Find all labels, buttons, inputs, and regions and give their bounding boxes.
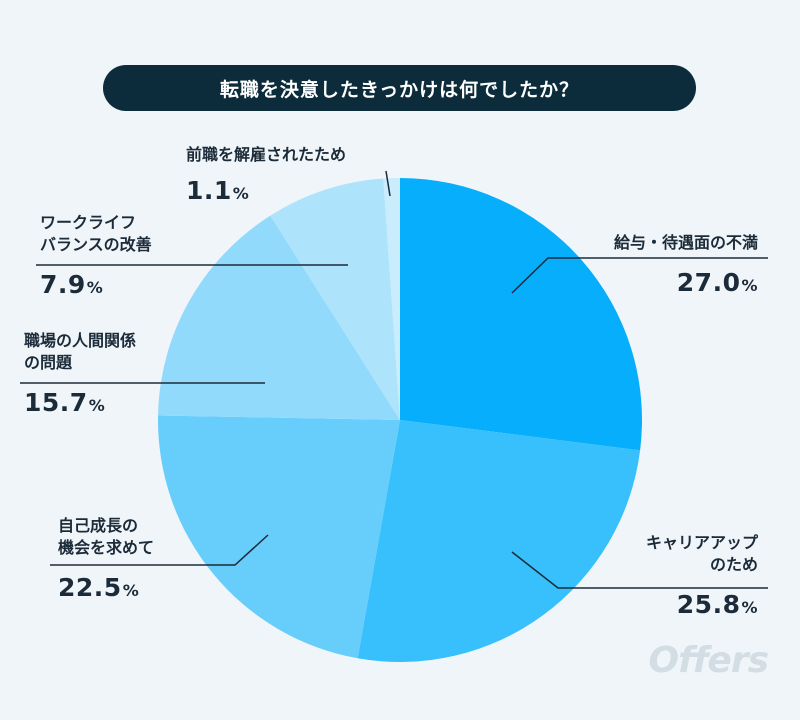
slice-5-value: 1.1% bbox=[186, 176, 250, 205]
pie-slice-4 bbox=[270, 178, 400, 420]
slice-2-category-line1: 自己成長の bbox=[58, 516, 139, 535]
slice-4-category-line1: ワークライフ bbox=[40, 213, 137, 232]
slice-label-1: キャリアアップ のため 25.8% bbox=[646, 532, 758, 623]
slice-0-value: 27.0% bbox=[676, 268, 758, 297]
pie-slice-1 bbox=[357, 420, 641, 662]
slice-3-value: 15.7% bbox=[24, 388, 106, 417]
slice-label-2: 自己成長の 機会を求めて 22.5% bbox=[58, 515, 154, 606]
pie-slice-0 bbox=[400, 178, 642, 451]
pie-slice-2 bbox=[157, 415, 400, 659]
slice-3-category-line2: の問題 bbox=[24, 353, 73, 372]
slice-4-category-line2: バランスの改善 bbox=[40, 235, 152, 254]
slice-label-5: 前職を解雇されたため 1.1% bbox=[186, 144, 346, 209]
chart-title-text: 転職を決意したきっかけは何でしたか？ bbox=[219, 78, 580, 101]
slice-1-category-line2: のため bbox=[709, 555, 758, 574]
slice-2-category-line2: 機会を求めて bbox=[58, 538, 155, 557]
slice-label-0: 給与・待遇面の不満 27.0% bbox=[614, 232, 758, 301]
leader-line-5 bbox=[385, 170, 391, 197]
pie-slice-3 bbox=[158, 215, 400, 420]
slice-3-category-line1: 職場の人間関係 bbox=[24, 331, 137, 350]
leader-line-2 bbox=[50, 534, 269, 566]
slice-2-value: 22.5% bbox=[58, 573, 140, 602]
slice-5-category: 前職を解雇されたため bbox=[186, 145, 347, 164]
slice-label-3: 職場の人間関係 の問題 15.7% bbox=[24, 330, 136, 421]
slice-1-value: 25.8% bbox=[676, 590, 758, 619]
leader-line-0 bbox=[511, 257, 768, 294]
slice-4-value: 7.9% bbox=[40, 270, 104, 299]
slice-label-4: ワークライフ バランスの改善 7.9% bbox=[40, 212, 152, 303]
leader-line-1 bbox=[511, 551, 768, 589]
pie-slice-5 bbox=[383, 178, 400, 420]
offers-logo: Offers bbox=[648, 640, 769, 681]
slice-1-category-line1: キャリアアップ bbox=[645, 533, 758, 552]
slice-0-category: 給与・待遇面の不満 bbox=[613, 233, 758, 252]
chart-title: 転職を決意したきっかけは何でしたか？ bbox=[103, 65, 696, 111]
